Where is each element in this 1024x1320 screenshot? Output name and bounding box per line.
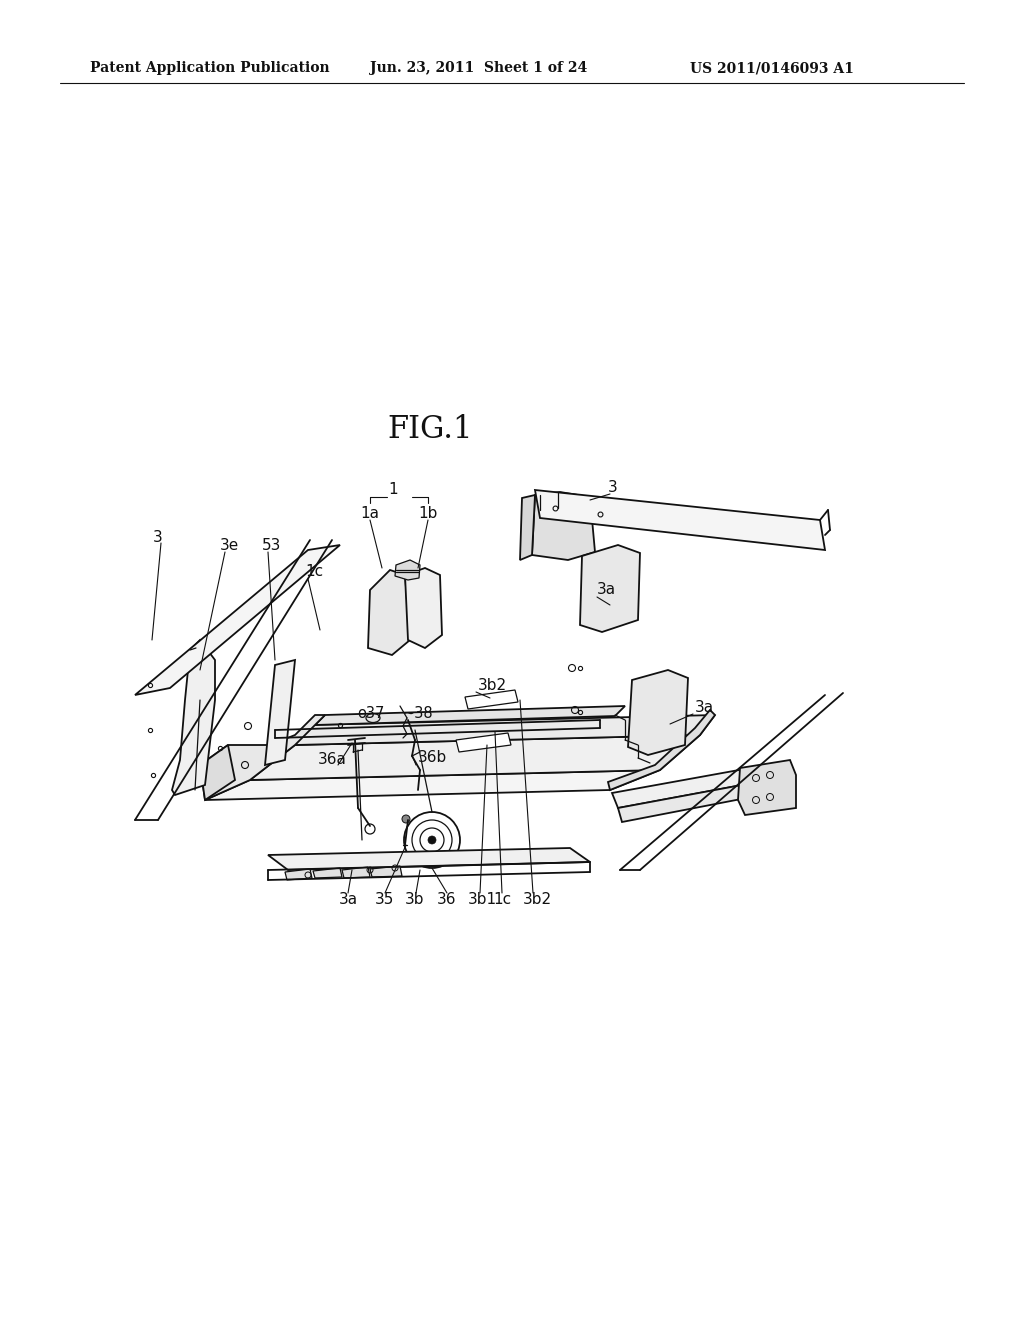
Polygon shape: [265, 660, 295, 766]
Text: Patent Application Publication: Patent Application Publication: [90, 61, 330, 75]
Polygon shape: [315, 706, 625, 725]
Text: 3b2: 3b2: [478, 677, 507, 693]
Polygon shape: [456, 733, 511, 752]
Polygon shape: [172, 640, 215, 795]
Polygon shape: [580, 545, 640, 632]
Text: Jun. 23, 2011  Sheet 1 of 24: Jun. 23, 2011 Sheet 1 of 24: [370, 61, 587, 75]
Polygon shape: [395, 560, 420, 579]
Polygon shape: [200, 744, 234, 800]
Text: US 2011/0146093 A1: US 2011/0146093 A1: [690, 61, 854, 75]
Polygon shape: [342, 867, 370, 878]
Text: FIG.1: FIG.1: [387, 414, 473, 446]
Text: 3a: 3a: [339, 892, 357, 908]
Text: 35: 35: [375, 892, 393, 908]
Polygon shape: [618, 781, 762, 822]
Polygon shape: [313, 869, 342, 878]
Text: 36: 36: [437, 892, 457, 908]
Circle shape: [404, 812, 460, 869]
Polygon shape: [370, 866, 402, 876]
Polygon shape: [285, 869, 312, 880]
Text: 1b: 1b: [419, 506, 437, 520]
Polygon shape: [135, 545, 340, 696]
Polygon shape: [532, 492, 595, 560]
Text: 1: 1: [388, 483, 397, 498]
Text: 3a: 3a: [597, 582, 616, 598]
Polygon shape: [200, 715, 325, 800]
Polygon shape: [465, 690, 518, 709]
Text: 1a: 1a: [360, 506, 380, 520]
Text: 3b: 3b: [406, 892, 425, 908]
Polygon shape: [406, 568, 442, 648]
Circle shape: [428, 836, 436, 843]
Polygon shape: [608, 710, 715, 789]
Polygon shape: [268, 847, 590, 870]
Text: 3b2: 3b2: [522, 892, 552, 908]
Polygon shape: [205, 770, 660, 800]
Polygon shape: [250, 735, 700, 780]
Polygon shape: [520, 495, 535, 560]
Polygon shape: [535, 490, 825, 550]
Text: 53: 53: [262, 537, 282, 553]
Text: o37: o37: [357, 705, 384, 721]
Text: 1c: 1c: [305, 565, 324, 579]
Text: 3: 3: [154, 531, 163, 545]
Polygon shape: [628, 671, 688, 755]
Text: 1c: 1c: [493, 892, 511, 908]
Text: ~38: ~38: [402, 705, 432, 721]
Text: 3e: 3e: [220, 537, 240, 553]
Polygon shape: [738, 760, 796, 814]
Polygon shape: [295, 715, 715, 744]
Text: 3: 3: [608, 480, 617, 495]
Text: 36b: 36b: [418, 751, 447, 766]
Text: 3b1: 3b1: [467, 892, 497, 908]
Polygon shape: [368, 570, 410, 655]
Polygon shape: [612, 768, 758, 808]
Circle shape: [402, 814, 410, 822]
Text: 36a: 36a: [318, 752, 347, 767]
Text: 3a: 3a: [695, 701, 714, 715]
